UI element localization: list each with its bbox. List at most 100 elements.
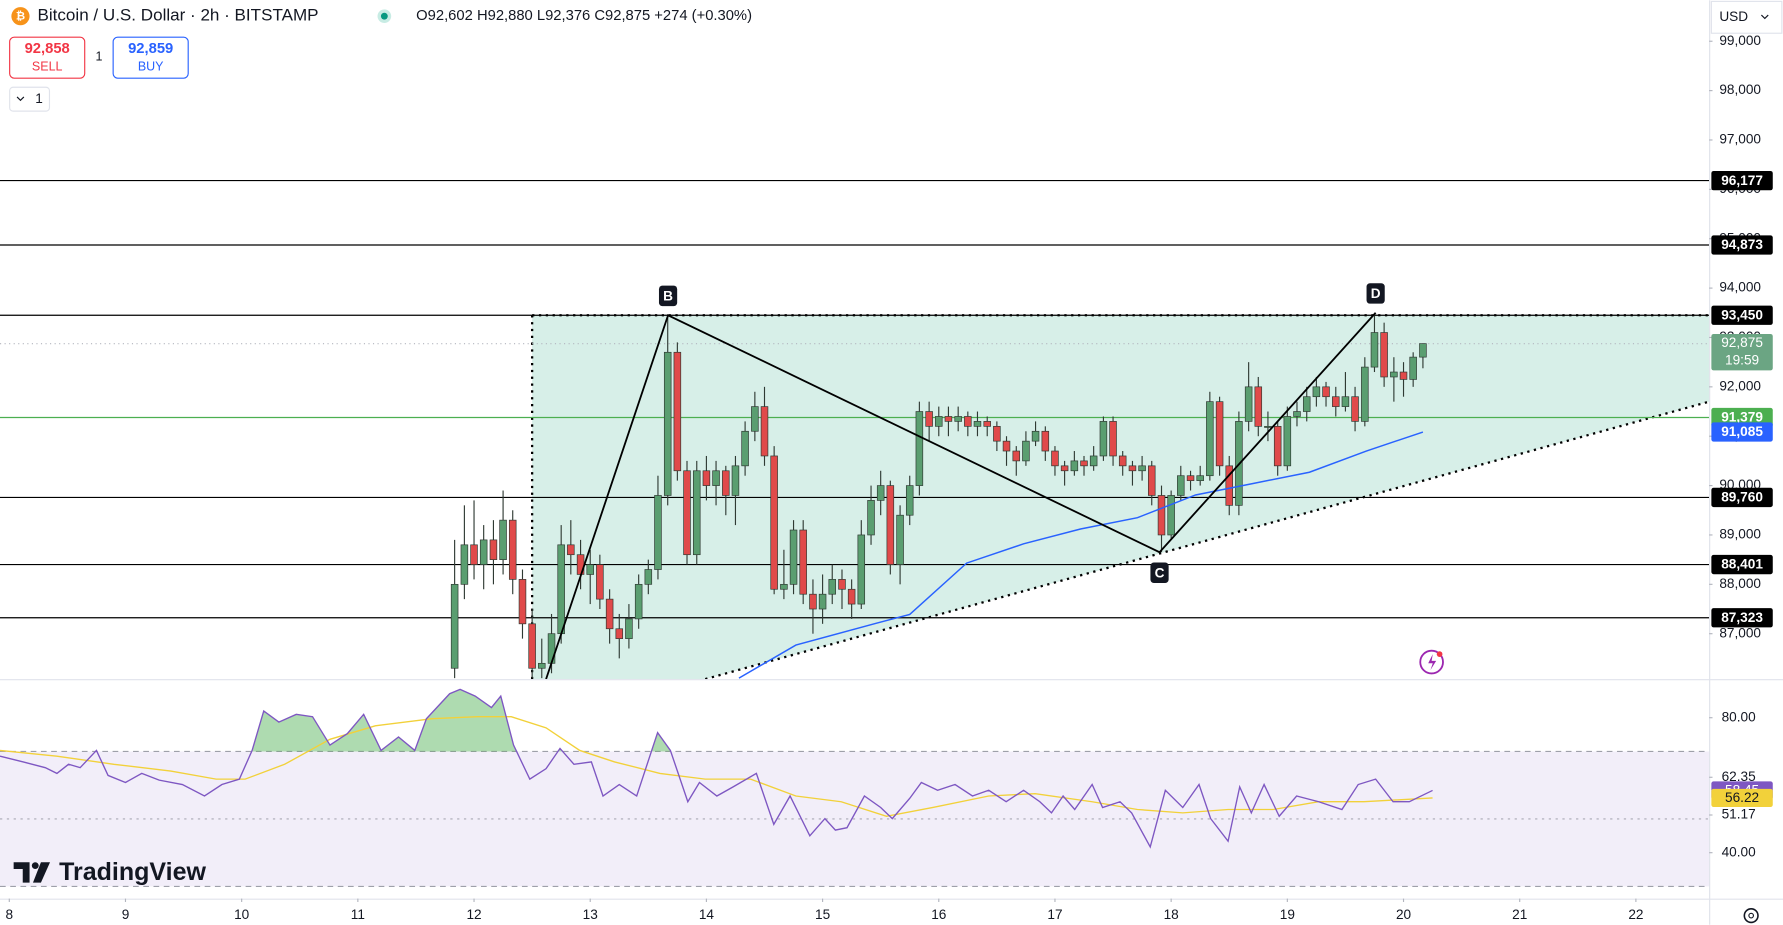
rsi-line: [0, 716, 1433, 817]
candle-body: [460, 544, 469, 585]
alert-dot[interactable]: [1436, 651, 1443, 657]
settings-ring[interactable]: [1743, 908, 1759, 924]
candle-body: [731, 465, 740, 496]
candle-body: [1128, 465, 1137, 472]
candle-body: [1244, 386, 1253, 422]
sell-label[interactable]: SELL: [32, 60, 63, 74]
settings-core[interactable]: [1748, 912, 1755, 919]
candle-body: [1080, 460, 1088, 467]
candle-body: [567, 544, 575, 556]
quantity-dropdown[interactable]: 1: [9, 86, 51, 112]
x-tick-label: 20: [1396, 907, 1412, 922]
buy-price[interactable]: 92,859: [128, 41, 173, 57]
pattern-label-bg: [658, 285, 678, 307]
symbol-icon-glyph: ₿: [16, 11, 25, 23]
pattern-label: B: [663, 289, 673, 304]
candle-body: [1399, 371, 1408, 380]
currency-dropdown[interactable]: USD: [1710, 0, 1783, 34]
candle-body: [722, 470, 730, 496]
sell-button[interactable]: 92,858 SELL: [9, 36, 86, 79]
candle-body: [1332, 396, 1340, 407]
quantity-chevron[interactable]: [16, 96, 25, 102]
quantity[interactable]: 1: [35, 91, 43, 106]
candle-body: [528, 623, 536, 669]
candle-body: [964, 416, 972, 427]
logo-mark-2: [31, 862, 39, 870]
candle-body: [489, 539, 498, 560]
sell-price[interactable]: 92,858: [25, 41, 70, 57]
candle-body: [712, 470, 720, 486]
candle-body: [1370, 332, 1379, 368]
close: C92,875: [594, 8, 650, 24]
candle-body: [663, 351, 672, 496]
currency-chevron[interactable]: [1760, 14, 1769, 20]
y-tick-label: 97,000: [1719, 132, 1761, 147]
rsi-y-tick-label: 40.00: [1722, 844, 1757, 859]
candle-body: [1118, 455, 1127, 467]
candle-body: [944, 416, 953, 422]
candle-body: [1196, 475, 1204, 481]
candle-body: [1215, 401, 1224, 467]
candle-body: [1283, 416, 1292, 467]
pattern-label: D: [1371, 286, 1381, 301]
moving-average: [738, 431, 1424, 679]
candle-body: [973, 421, 982, 427]
candle-body: [1012, 450, 1021, 462]
currency-box[interactable]: [1710, 0, 1783, 34]
price-pane: B C D: [0, 180, 1710, 680]
candle-body: [538, 662, 546, 669]
candle-body: [828, 579, 836, 595]
buy-button[interactable]: 92,859 BUY: [112, 36, 189, 79]
market-status-dot: [380, 12, 388, 20]
alert-bolt[interactable]: [1428, 654, 1437, 671]
candle-body: [818, 593, 827, 610]
candle-body: [1099, 421, 1108, 457]
level-label: 91,379: [1721, 410, 1763, 425]
candle-body: [1167, 495, 1175, 536]
candle-body: [1341, 396, 1350, 407]
candle-body: [954, 416, 962, 422]
level-label: 88,401: [1721, 557, 1763, 572]
quantity-box[interactable]: [9, 86, 51, 112]
candle-body: [605, 598, 614, 630]
candle-body: [547, 633, 556, 664]
rsi-y-tick-label: 80.00: [1722, 709, 1757, 724]
alert-icon[interactable]: [1419, 649, 1444, 675]
sell-box[interactable]: [9, 36, 86, 79]
candle-body: [770, 455, 778, 590]
candle-body: [479, 539, 488, 565]
candle-body: [1002, 440, 1011, 452]
y-tick-label: 87,000: [1719, 625, 1761, 640]
candle-body: [867, 500, 875, 536]
candle-body: [799, 529, 807, 595]
symbol-title: Bitcoin / U.S. Dollar · 2h · BITSTAMP: [38, 6, 319, 25]
rsi-value-label: 56.22: [1725, 790, 1759, 805]
buy-label[interactable]: BUY: [138, 60, 164, 74]
candle-body: [1302, 396, 1311, 412]
level-label: 94,873: [1721, 237, 1763, 252]
alert-ring[interactable]: [1419, 649, 1444, 675]
candle-body: [905, 485, 914, 516]
ma-label-bg: [1711, 422, 1773, 442]
buy-box[interactable]: [112, 36, 189, 79]
candle-body: [1041, 430, 1050, 452]
candle-body: [625, 618, 633, 639]
candle-body: [1273, 425, 1282, 467]
candle-body: [809, 593, 817, 610]
pattern-label: C: [1155, 565, 1165, 580]
currency[interactable]: USD: [1719, 9, 1748, 24]
y-tick-label: 89,000: [1719, 527, 1761, 542]
candle-body: [673, 351, 682, 472]
candle-body: [1138, 465, 1146, 472]
x-tick-label: 12: [466, 907, 481, 922]
candle-body: [634, 583, 643, 620]
level-label-bg: [1711, 608, 1773, 628]
rsi-y-tick-label: 51.17: [1722, 807, 1756, 822]
settings-button[interactable]: [1743, 908, 1759, 924]
candle-body: [518, 579, 527, 625]
x-tick-label: 10: [234, 907, 250, 922]
high: H92,880: [477, 8, 533, 24]
y-tick-label: 99,000: [1719, 33, 1761, 48]
candle-body: [683, 470, 691, 556]
